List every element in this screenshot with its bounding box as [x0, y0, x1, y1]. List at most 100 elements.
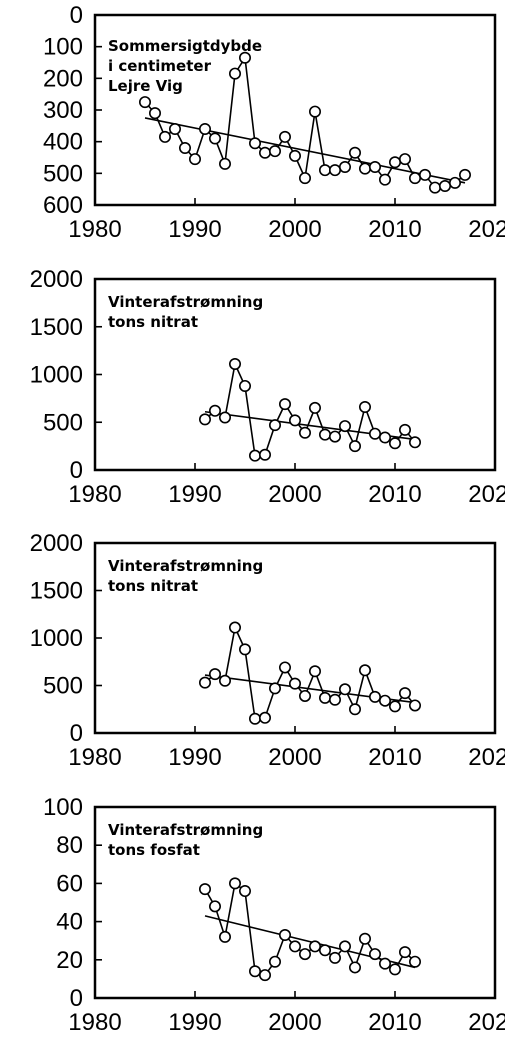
data-point [408, 699, 421, 712]
data-point [189, 153, 202, 166]
data-point [288, 414, 301, 427]
data-point [219, 157, 232, 170]
data-point [159, 130, 172, 143]
data-point [268, 419, 281, 432]
data-point [268, 682, 281, 695]
data-point [229, 621, 242, 634]
data-point [298, 948, 311, 961]
data-point [298, 172, 311, 185]
y-tick-label: 500 [43, 409, 83, 436]
data-point [398, 153, 411, 166]
data-point [318, 164, 331, 177]
y-tick-label: 40 [56, 909, 83, 936]
y-tick-label: 200 [43, 65, 83, 92]
x-tick-label: 1980 [68, 744, 121, 771]
series-line [144, 55, 466, 189]
data-point [209, 900, 222, 913]
data-point [199, 123, 212, 136]
data-point [249, 965, 262, 978]
panel-title-line: Vinterafstrømning [108, 821, 263, 839]
data-point [278, 928, 291, 941]
data-point [348, 440, 361, 453]
panel-title-line: tons fosfat [108, 841, 200, 859]
x-tick-label: 1980 [68, 216, 121, 243]
x-tick-label: 1980 [68, 481, 121, 508]
data-point [149, 107, 162, 120]
data-point [239, 643, 252, 656]
y-tick-label: 1000 [30, 625, 83, 652]
y-tick-label: 2000 [30, 530, 83, 557]
data-point [229, 357, 242, 370]
y-tick-label: 2000 [30, 266, 83, 293]
y-tick-label: 20 [56, 947, 83, 974]
panel-title-line: Lejre Vig [108, 77, 183, 95]
y-tick-label: 60 [56, 870, 83, 897]
y-tick-label: 0 [70, 457, 83, 484]
y-tick-label: 500 [43, 673, 83, 700]
x-tick-label: 2010 [368, 744, 421, 771]
data-point [298, 426, 311, 439]
data-point [179, 142, 192, 155]
y-tick-label: 400 [43, 129, 83, 156]
data-point [288, 940, 301, 953]
y-tick-label: 500 [43, 160, 83, 187]
data-point [368, 948, 381, 961]
data-point [398, 687, 411, 700]
data-point [209, 668, 222, 681]
data-point [418, 168, 431, 181]
x-tick-label: 2020 [468, 216, 505, 243]
data-point [408, 436, 421, 449]
data-point [249, 449, 262, 462]
x-tick-label: 2000 [268, 216, 321, 243]
data-point [338, 420, 351, 433]
data-point [229, 67, 242, 80]
data-point [249, 137, 262, 150]
data-point [288, 677, 301, 690]
data-point [318, 428, 331, 441]
data-point [328, 430, 341, 443]
x-tick-label: 1980 [68, 1009, 121, 1036]
data-point [358, 664, 371, 677]
data-point [229, 877, 242, 890]
chart-panel-2: 0 500 1000 1500 2000 1980 1990 2000 2010 2020 Vint… [30, 266, 505, 508]
data-point [438, 180, 451, 193]
data-point [388, 963, 401, 976]
y-tick-label: 0 [70, 2, 83, 29]
data-point [239, 51, 252, 64]
data-point [308, 665, 321, 678]
x-tick-label: 1990 [168, 1009, 221, 1036]
data-point [378, 957, 391, 970]
data-point [378, 173, 391, 186]
x-tick-label: 1990 [168, 744, 221, 771]
y-tick-label: 0 [70, 985, 83, 1012]
data-point [328, 693, 341, 706]
data-point [368, 690, 381, 703]
y-tick-label: 1500 [30, 314, 83, 341]
x-tick-label: 2020 [468, 1009, 505, 1036]
data-point [398, 423, 411, 436]
data-point [308, 105, 321, 118]
data-point [458, 168, 471, 181]
data-point [378, 694, 391, 707]
data-point [298, 689, 311, 702]
data-point [428, 181, 441, 194]
panel-title-line: tons nitrat [108, 313, 198, 331]
data-point [328, 951, 341, 964]
data-point [278, 398, 291, 411]
x-tick-label: 1990 [168, 481, 221, 508]
x-tick-label: 2000 [268, 481, 321, 508]
data-point [169, 123, 182, 136]
data-point [388, 156, 401, 169]
data-point [408, 955, 421, 968]
x-tick-label: 2020 [468, 481, 505, 508]
data-point [199, 883, 212, 896]
y-tick-label: 1000 [30, 362, 83, 389]
data-point [388, 437, 401, 450]
panel-title-line: Vinterafstrømning [108, 557, 263, 575]
data-point [199, 413, 212, 426]
data-point [278, 130, 291, 143]
data-point [139, 96, 152, 109]
data-point [258, 969, 271, 982]
panel-title-line: tons nitrat [108, 577, 198, 595]
data-point [258, 448, 271, 461]
